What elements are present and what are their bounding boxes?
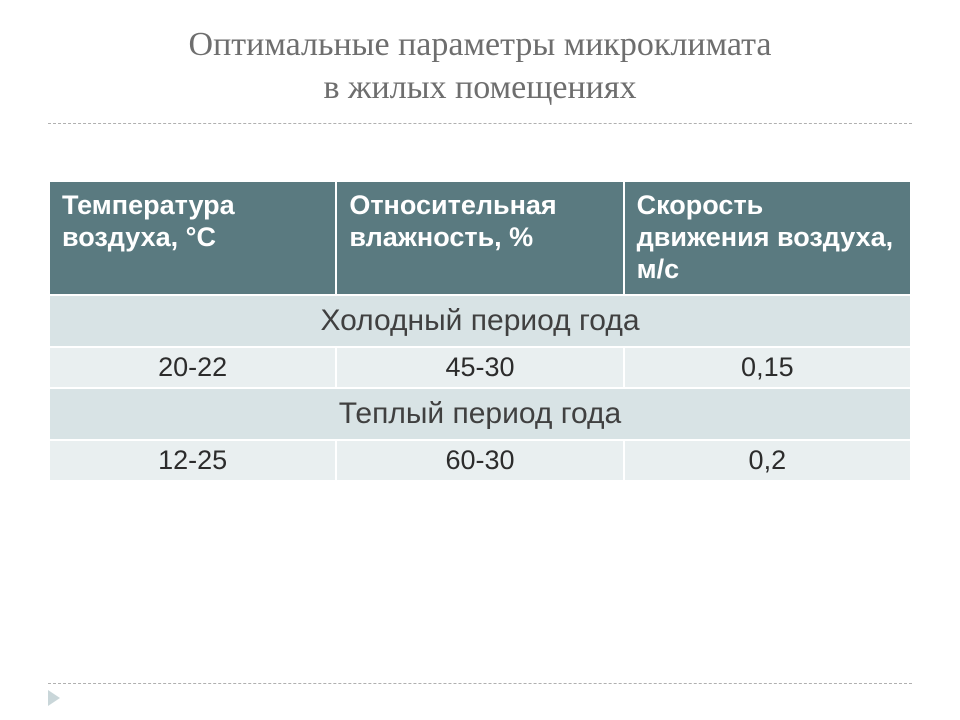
page-title: Оптимальные параметры микроклиматав жилы… [48, 24, 912, 123]
footer-divider [48, 683, 912, 684]
title-line-1: Оптимальные параметры микроклиматав жилы… [189, 26, 772, 106]
section-cold-label: Холодный период года [49, 295, 911, 347]
values-row-cold: 20-22 45-30 0,15 [49, 347, 911, 388]
col-humidity: Относительная влажность, % [336, 181, 623, 295]
values-row-warm: 12-25 60-30 0,2 [49, 440, 911, 481]
section-row-cold: Холодный период года [49, 295, 911, 347]
col-airspeed: Скорость движения воздуха, м/с [624, 181, 911, 295]
warm-airspeed: 0,2 [624, 440, 911, 481]
parameters-table: Температура воздуха, °С Относительная вл… [48, 180, 912, 482]
warm-humidity: 60-30 [336, 440, 623, 481]
warm-temperature: 12-25 [49, 440, 336, 481]
parameters-table-wrap: Температура воздуха, °С Относительная вл… [48, 180, 912, 482]
title-divider [48, 123, 912, 124]
footer [48, 683, 912, 684]
cold-humidity: 45-30 [336, 347, 623, 388]
cold-airspeed: 0,15 [624, 347, 911, 388]
section-row-warm: Теплый период года [49, 388, 911, 440]
col-temperature: Температура воздуха, °С [49, 181, 336, 295]
section-warm-label: Теплый период года [49, 388, 911, 440]
table-header-row: Температура воздуха, °С Относительная вл… [49, 181, 911, 295]
cold-temperature: 20-22 [49, 347, 336, 388]
slide: Оптимальные параметры микроклиматав жилы… [0, 0, 960, 720]
footer-chevron-icon [48, 690, 60, 706]
